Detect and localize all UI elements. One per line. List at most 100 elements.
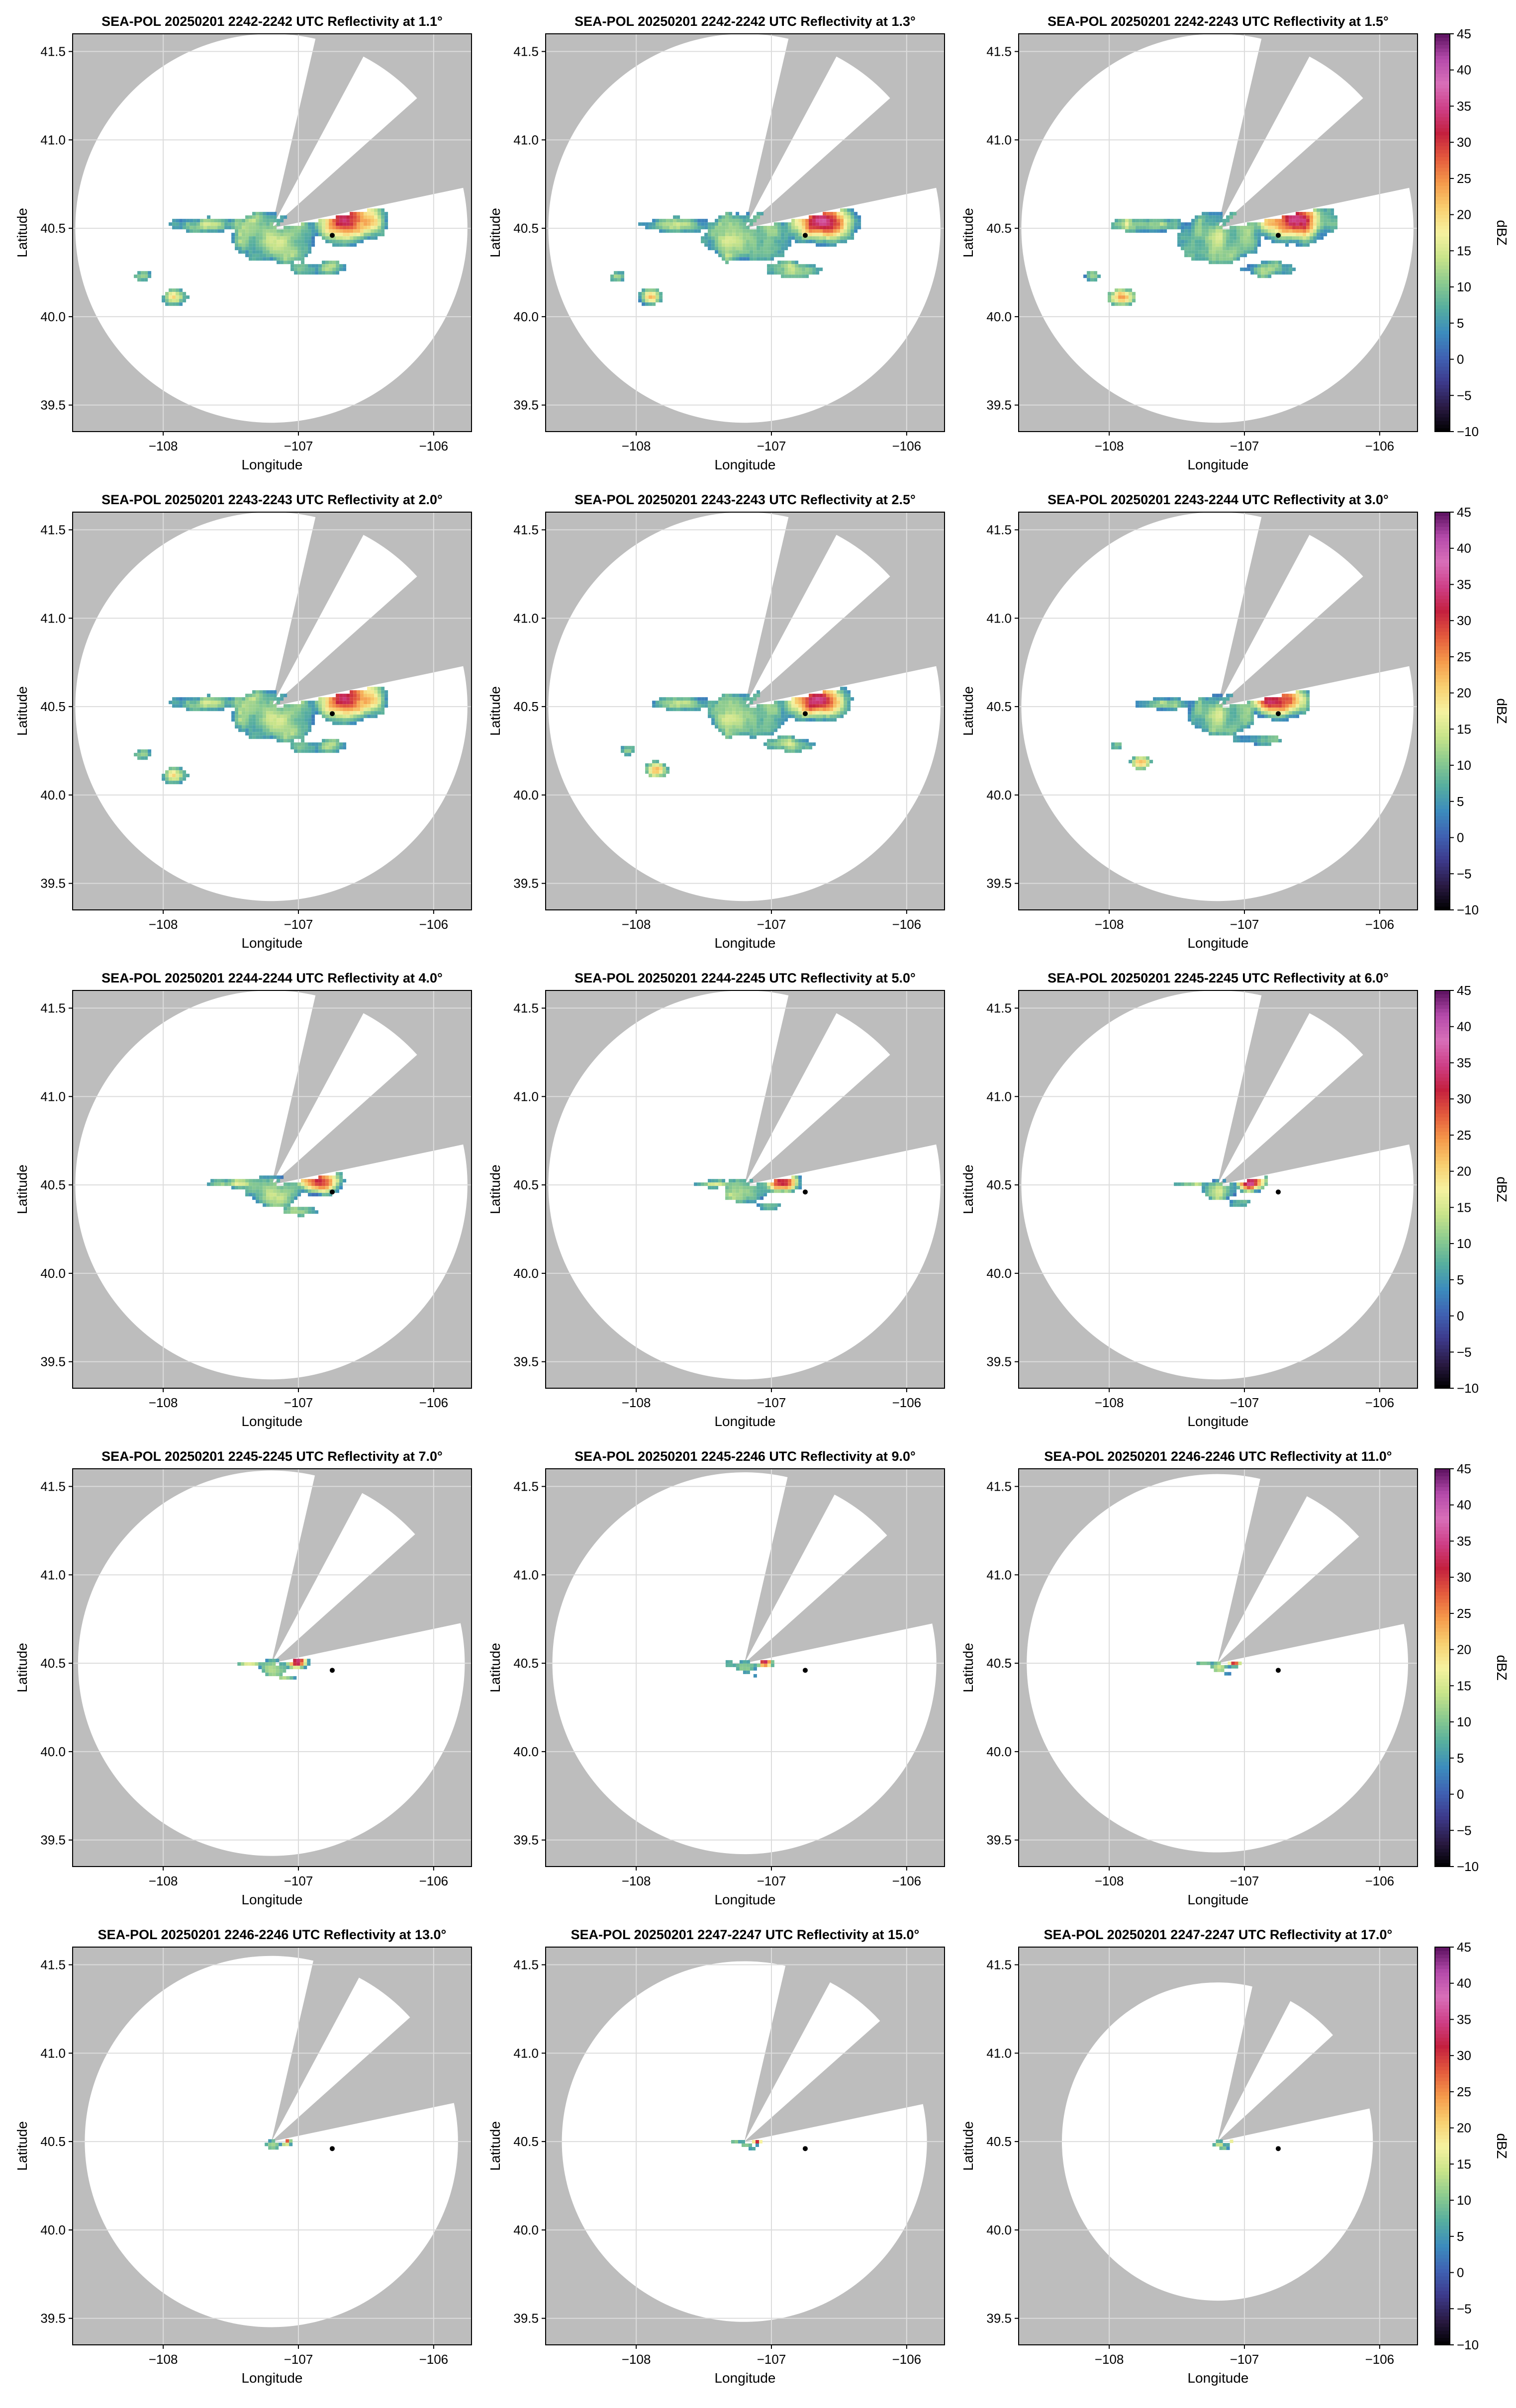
- echo-pixel: [1275, 735, 1278, 739]
- y-tick-label: 41.5: [513, 1479, 539, 1494]
- echo-pixel: [258, 1666, 262, 1669]
- echo-pixel: [725, 222, 729, 226]
- echo-pixel: [287, 261, 290, 264]
- echo-pixel: [788, 742, 791, 746]
- panel-title: SEA-POL 20250201 2247-2247 UTC Reflectiv…: [571, 1927, 920, 1942]
- echo-pixel: [242, 243, 245, 247]
- colorbar-swatch: [1435, 1541, 1450, 1545]
- echo-pixel: [332, 739, 336, 742]
- echo-pixel: [242, 714, 245, 718]
- colorbar-swatch: [1435, 682, 1450, 686]
- colorbar-tick-label: 30: [1457, 613, 1471, 628]
- echo-pixel: [283, 1662, 286, 1666]
- echo-pixel: [746, 711, 750, 714]
- echo-pixel: [273, 714, 277, 718]
- echo-pixel: [336, 721, 339, 725]
- echo-pixel: [284, 226, 287, 229]
- echo-pixel: [304, 222, 308, 226]
- echo-pixel: [1156, 697, 1160, 701]
- echo-pixel: [1240, 708, 1243, 711]
- echo-pixel: [666, 708, 669, 711]
- echo-pixel: [791, 222, 795, 226]
- echo-pixel: [1212, 212, 1216, 215]
- echo-pixel: [774, 714, 777, 718]
- echo-pixel: [683, 701, 687, 704]
- echo-pixel: [1198, 233, 1202, 236]
- echo-pixel: [1299, 226, 1303, 229]
- echo-pixel: [1195, 236, 1198, 240]
- echo-pixel: [1225, 1665, 1228, 1669]
- echo-pixel: [350, 212, 353, 215]
- colorbar-swatch: [1435, 290, 1450, 294]
- echo-pixel: [750, 697, 753, 701]
- echo-pixel: [301, 711, 304, 714]
- echo-pixel: [325, 1193, 329, 1196]
- echo-pixel: [259, 219, 263, 222]
- echo-pixel: [318, 711, 322, 714]
- echo-pixel: [252, 708, 256, 711]
- colorbar-tick-label: 40: [1457, 1498, 1471, 1513]
- echo-pixel: [1250, 233, 1254, 236]
- echo-pixel: [200, 701, 203, 704]
- echo-pixel: [711, 233, 715, 236]
- echo-pixel: [183, 697, 186, 701]
- echo-pixel: [1235, 1662, 1238, 1665]
- echo-pixel: [308, 268, 311, 271]
- echo-pixel: [1243, 1189, 1247, 1193]
- echo-pixel: [1198, 701, 1202, 704]
- colorbar-swatch: [1435, 1830, 1450, 1834]
- colorbar-swatch: [1435, 798, 1450, 802]
- echo-pixel: [663, 701, 666, 704]
- echo-pixel: [756, 2143, 759, 2147]
- echo-pixel: [729, 247, 732, 250]
- echo-pixel: [301, 708, 304, 711]
- echo-pixel: [844, 694, 847, 697]
- echo-pixel: [245, 704, 249, 708]
- echo-pixel: [1209, 243, 1212, 247]
- echo-pixel: [144, 749, 148, 753]
- echo-pixel: [802, 274, 805, 278]
- echo-pixel: [1212, 708, 1216, 711]
- echo-pixel: [1250, 1189, 1254, 1193]
- echo-pixel: [294, 708, 297, 711]
- y-tick-label: 41.0: [513, 2046, 539, 2060]
- echo-pixel: [297, 749, 301, 753]
- echo-pixel: [732, 697, 736, 701]
- echo-pixel: [1118, 292, 1122, 295]
- echo-pixel: [680, 701, 683, 704]
- echo-pixel: [1198, 226, 1202, 229]
- echo-pixel: [847, 233, 851, 236]
- echo-pixel: [364, 212, 367, 215]
- colorbar-swatch: [1435, 577, 1450, 581]
- echo-pixel: [294, 735, 297, 739]
- echo-pixel: [256, 233, 259, 236]
- echo-pixel: [743, 254, 746, 257]
- colorbar-swatch: [1435, 1048, 1450, 1052]
- echo-pixel: [819, 236, 823, 240]
- colorbar-swatch: [1435, 403, 1450, 407]
- echo-pixel: [1243, 1200, 1247, 1203]
- echo-pixel: [283, 1669, 286, 1673]
- echo-pixel: [242, 233, 245, 236]
- echo-pixel: [1216, 212, 1219, 215]
- echo-pixel: [729, 697, 732, 701]
- echo-pixel: [795, 268, 798, 271]
- echo-pixel: [1174, 701, 1177, 704]
- echo-pixel: [268, 2142, 272, 2146]
- echo-pixel: [757, 704, 760, 708]
- echo-pixel: [1195, 708, 1198, 711]
- echo-pixel: [1198, 725, 1202, 728]
- echo-pixel: [729, 215, 732, 219]
- echo-pixel: [280, 1200, 284, 1203]
- echo-pixel: [754, 1664, 757, 1667]
- colorbar-swatch: [1435, 614, 1450, 618]
- echo-pixel: [757, 714, 760, 718]
- echo-pixel: [704, 704, 708, 708]
- echo-pixel: [249, 708, 252, 711]
- echo-pixel: [284, 236, 287, 240]
- echo-pixel: [294, 1186, 297, 1189]
- echo-pixel: [1181, 1182, 1184, 1186]
- colorbar-swatch: [1435, 1849, 1450, 1853]
- echo-pixel: [1236, 254, 1240, 257]
- echo-pixel: [134, 274, 137, 278]
